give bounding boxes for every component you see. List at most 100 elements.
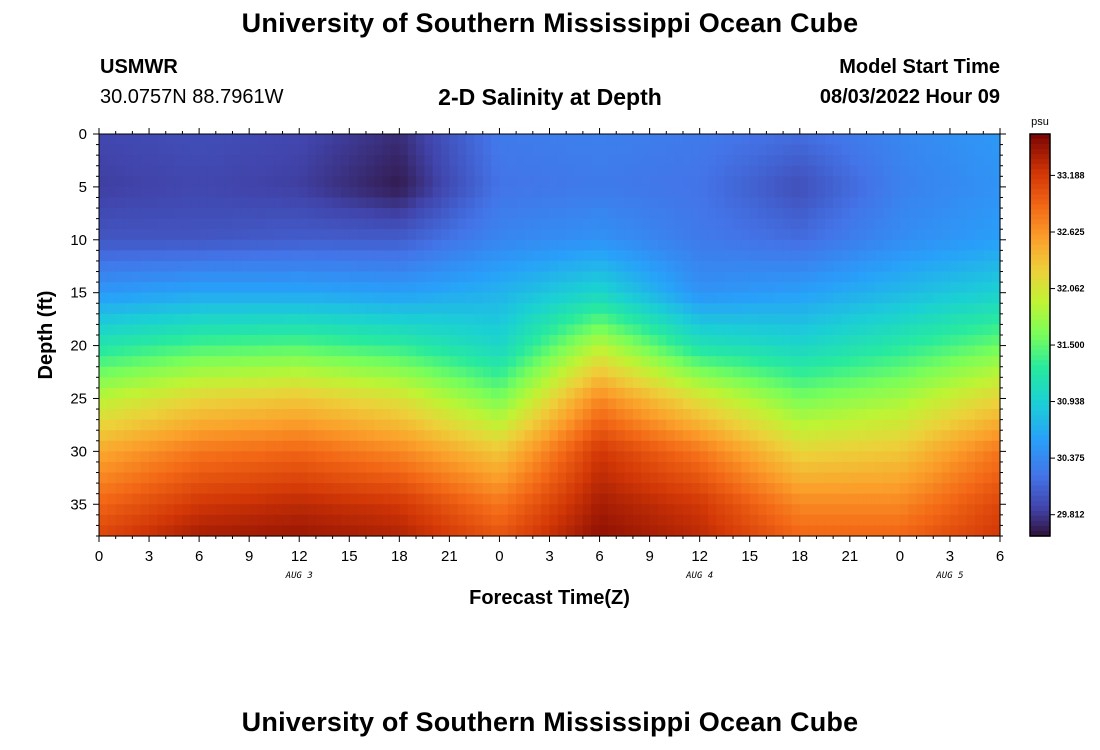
heatmap-cell [866, 409, 876, 421]
heatmap-cell [716, 440, 726, 452]
heatmap-cell [307, 260, 317, 273]
heatmap-cell [174, 514, 184, 527]
heatmap-cell [274, 134, 284, 146]
heatmap-cell [599, 260, 609, 273]
heatmap-cell [374, 313, 384, 326]
heatmap-cell [165, 303, 175, 315]
heatmap-cell [349, 366, 359, 378]
heatmap-cell [733, 493, 742, 505]
heatmap-cell [941, 260, 951, 273]
heatmap-cell [249, 472, 259, 484]
heatmap-cell [265, 134, 275, 146]
heatmap-cell [132, 155, 142, 167]
heatmap-cell [641, 493, 651, 505]
heatmap-cell [708, 419, 717, 431]
heatmap-cell [824, 313, 834, 326]
heatmap-cell [566, 366, 576, 378]
heatmap-cell [190, 134, 200, 146]
heatmap-cell [941, 134, 951, 146]
heatmap-cell [724, 419, 734, 431]
heatmap-cell [290, 282, 300, 294]
heatmap-cell [791, 504, 801, 516]
heatmap-cell [315, 472, 325, 484]
heatmap-cell [741, 472, 751, 484]
heatmap-cell [199, 419, 209, 431]
heatmap-cell [174, 134, 184, 146]
heatmap-cell [916, 461, 926, 474]
heatmap-cell [924, 260, 934, 273]
heatmap-cell [399, 260, 409, 273]
heatmap-cell [299, 366, 309, 378]
heatmap-cell [991, 377, 1001, 389]
heatmap-cell [524, 335, 534, 347]
heatmap-cell [416, 472, 425, 484]
heatmap-cell [708, 356, 717, 368]
heatmap-cell [99, 451, 108, 463]
heatmap-cell [249, 356, 259, 368]
colorbar-segment [1030, 365, 1050, 371]
heatmap-cell [674, 430, 684, 442]
heatmap-cell [991, 313, 1001, 326]
heatmap-cell [958, 451, 968, 463]
heatmap-cell [549, 229, 559, 241]
heatmap-cell [357, 176, 367, 188]
heatmap-cell [724, 504, 734, 516]
heatmap-cell [432, 218, 442, 230]
heatmap-cell [382, 451, 392, 463]
heatmap-cell [290, 493, 300, 505]
heatmap-cell [124, 430, 133, 442]
colorbar-segment [1030, 505, 1050, 512]
heatmap-cell [365, 239, 375, 251]
heatmap-cell [983, 260, 993, 273]
heatmap-cell [974, 282, 984, 294]
heatmap-cell [949, 356, 959, 368]
heatmap-cell [891, 335, 901, 347]
heatmap-cell [190, 313, 200, 326]
heatmap-cell [991, 409, 1001, 421]
heatmap-cell [908, 176, 918, 188]
heatmap-cell [733, 218, 742, 230]
heatmap-cell [399, 303, 409, 315]
heatmap-cell [758, 144, 767, 156]
heatmap-cell [949, 324, 959, 336]
heatmap-cell [516, 208, 526, 220]
heatmap-cell [274, 260, 284, 273]
heatmap-cell [766, 155, 776, 167]
heatmap-cell [474, 218, 484, 230]
heatmap-cell [599, 176, 609, 188]
heatmap-cell [824, 345, 834, 357]
heatmap-cell [657, 292, 667, 304]
heatmap-cell [282, 483, 292, 495]
heatmap-cell [132, 451, 142, 463]
heatmap-cell [432, 260, 442, 273]
heatmap-cell [849, 472, 859, 484]
heatmap-cell [799, 155, 809, 167]
heatmap-cell [441, 155, 450, 167]
x-tick-label: 21 [841, 548, 858, 565]
heatmap-cell [624, 292, 634, 304]
heatmap-cell [324, 282, 334, 294]
heatmap-cell [924, 313, 934, 326]
heatmap-cell [874, 271, 884, 283]
heatmap-cell [691, 483, 701, 495]
heatmap-cell [466, 387, 476, 400]
x-tick-label: 15 [741, 548, 758, 565]
heatmap-cell [165, 218, 175, 230]
heatmap-cell [983, 345, 993, 357]
heatmap-cell [933, 176, 943, 188]
heatmap-cell [883, 303, 893, 315]
heatmap-cell [382, 398, 392, 410]
heatmap-cell [182, 356, 192, 368]
heatmap-cell [949, 387, 959, 400]
heatmap-cell [866, 335, 876, 347]
heatmap-cell [974, 525, 984, 537]
heatmap-cell [299, 377, 309, 389]
heatmap-cell [324, 440, 334, 452]
heatmap-cell [441, 514, 450, 527]
heatmap-cell [899, 387, 909, 400]
heatmap-cell [282, 165, 292, 177]
heatmap-cell [674, 398, 684, 410]
heatmap-cell [632, 483, 642, 495]
heatmap-cell [340, 292, 350, 304]
heatmap-cell [724, 324, 734, 336]
